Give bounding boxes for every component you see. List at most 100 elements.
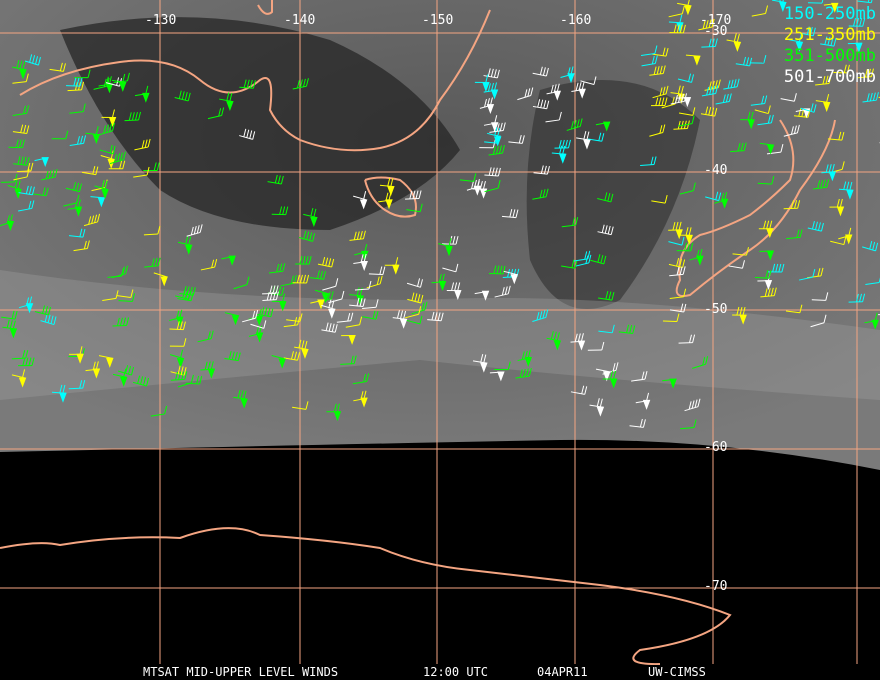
wind-barb <box>533 165 550 175</box>
wind-barb <box>757 114 774 126</box>
wind-barb <box>68 379 86 390</box>
wind-barb <box>766 143 784 155</box>
wind-barb <box>354 280 372 291</box>
wind-barb <box>676 97 692 108</box>
wind-barb <box>678 115 695 127</box>
wind-barb <box>345 316 363 328</box>
wind-barb <box>207 107 225 120</box>
wind-barb <box>200 361 216 379</box>
wind-barb <box>589 398 605 417</box>
wind-barb <box>554 139 571 149</box>
lon-label: -150 <box>422 13 454 28</box>
wind-barb <box>700 106 718 117</box>
wind-barb <box>597 224 614 236</box>
wind-barb <box>679 182 696 195</box>
wind-barb <box>810 314 827 328</box>
wind-barb <box>560 66 575 84</box>
wind-barb <box>677 73 695 83</box>
wind-barb <box>179 285 196 296</box>
wind-barb <box>34 157 49 168</box>
wind-barb <box>705 191 722 202</box>
coastlines <box>0 0 836 666</box>
wind-barb <box>322 278 339 291</box>
wind-barb <box>221 255 236 266</box>
lon-label: -160 <box>560 13 592 28</box>
wind-barb <box>310 299 325 310</box>
wind-barb <box>81 165 99 176</box>
footer-caption: MTSAT MID-UPPER LEVEL WINDS 12:00 UTC 04… <box>0 664 880 680</box>
wind-barb <box>662 378 677 389</box>
wind-barb <box>838 227 853 245</box>
wind-barb <box>116 289 134 299</box>
wind-barb <box>112 368 128 387</box>
wind-barb <box>90 196 106 208</box>
wind-barb <box>640 156 657 167</box>
wind-barb <box>760 287 777 298</box>
wind-barb <box>16 162 34 173</box>
wind-barb <box>489 371 505 382</box>
wind-barb <box>303 208 318 227</box>
wind-barb <box>798 269 816 281</box>
wind-barb <box>69 103 86 114</box>
wind-barb <box>740 111 755 130</box>
wind-barb <box>0 214 15 231</box>
wind-barb <box>669 24 686 34</box>
wind-barb <box>479 97 495 115</box>
wind-barb <box>438 237 453 257</box>
wind-barb <box>830 236 847 246</box>
wind-barb <box>321 322 338 333</box>
wind-barb <box>98 355 114 368</box>
wind-barb <box>267 174 284 185</box>
wind-barb <box>336 312 354 323</box>
wind-barb <box>780 93 797 102</box>
wind-barb <box>93 77 110 90</box>
wind-barb <box>808 0 824 4</box>
wind-barb <box>118 293 135 302</box>
wind-barb <box>489 265 506 275</box>
wind-barb <box>13 156 30 166</box>
wind-barb <box>459 173 477 182</box>
wind-barb <box>678 107 696 116</box>
wind-barb <box>715 93 732 105</box>
wind-barb <box>40 313 57 326</box>
wind-barb <box>652 47 669 57</box>
coastline <box>19 9 491 152</box>
wind-barb <box>701 38 718 48</box>
wind-barb <box>735 56 753 67</box>
wind-barb <box>483 82 499 100</box>
wind-barb <box>233 389 248 409</box>
wind-barb <box>668 221 683 240</box>
wind-barb <box>669 303 687 313</box>
wind-barb <box>268 263 286 274</box>
wind-barb <box>676 242 694 252</box>
lon-label: -140 <box>284 13 316 28</box>
wind-barb <box>532 66 549 77</box>
wind-barb <box>169 338 187 347</box>
wind-barb <box>111 73 127 92</box>
lon-label: -130 <box>145 13 177 28</box>
wind-barb <box>517 350 532 367</box>
wind-barb <box>18 357 35 367</box>
wind-barb <box>108 160 126 170</box>
wind-barb <box>18 296 34 314</box>
wind-barb <box>109 151 126 165</box>
wind-barb <box>224 351 241 362</box>
wind-barb <box>12 59 27 80</box>
wind-barb <box>341 334 356 345</box>
wind-barb <box>629 418 646 428</box>
wind-barb <box>848 293 866 303</box>
wind-barb <box>442 263 459 273</box>
coastline <box>364 176 417 218</box>
wind-barb <box>392 310 408 329</box>
wind-barb <box>649 65 666 76</box>
wind-barb <box>431 273 447 291</box>
wind-barb <box>12 73 29 84</box>
lat-label: -50 <box>704 302 728 317</box>
wind-barb <box>598 291 615 301</box>
wind-barb <box>692 356 709 369</box>
wind-barbs <box>0 0 880 430</box>
wind-barb <box>561 216 579 228</box>
wind-barb <box>546 331 562 351</box>
wind-barb <box>292 401 309 410</box>
